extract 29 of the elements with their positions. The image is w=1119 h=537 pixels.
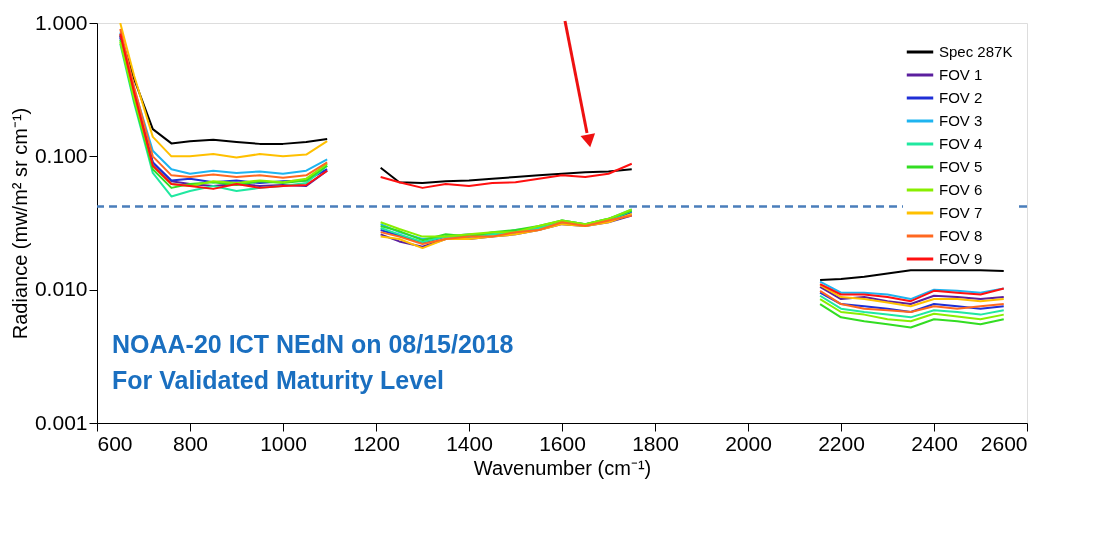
annotation: For Validated Maturity Level (112, 366, 445, 394)
y-tick-label: 0.100 (34, 143, 88, 167)
y-axis-title: Radiance (mw/m² sr cm⁻¹) (8, 107, 31, 340)
legend-label: FOV 2 (939, 89, 983, 106)
x-tick-label: 1400 (446, 431, 493, 455)
x-tick-label: 1600 (539, 431, 586, 455)
x-tick-label: 1000 (260, 431, 307, 455)
legend-label: FOV 7 (939, 204, 983, 221)
y-tick-label: 1.000 (34, 10, 88, 34)
legend-label: FOV 4 (939, 135, 983, 152)
x-tick-label: 800 (172, 431, 209, 455)
x-tick-label: 2600 (980, 431, 1028, 455)
x-tick-label: 2200 (818, 431, 865, 455)
x-tick-label: 1200 (353, 431, 400, 455)
x-tick-label: 1800 (632, 431, 679, 455)
legend-label: FOV 3 (939, 112, 983, 129)
legend-label: FOV 8 (939, 227, 983, 244)
y-tick-label: 0.010 (34, 277, 88, 301)
x-tick-label: 2400 (911, 431, 958, 455)
legend-label: FOV 1 (939, 66, 983, 83)
x-axis-title: Wavenumber (cm⁻¹) (473, 456, 652, 479)
y-tick-label: 0.001 (34, 410, 88, 434)
legend-label: FOV 5 (939, 158, 983, 175)
legend-label: FOV 6 (939, 181, 983, 198)
x-tick-label: 600 (97, 431, 133, 455)
annotation: NOAA-20 ICT NEdN on 08/15/2018 (112, 330, 514, 358)
legend-label: Spec 287K (939, 43, 1013, 60)
legend-label: FOV 9 (939, 250, 983, 267)
x-tick-label: 2000 (725, 431, 772, 455)
